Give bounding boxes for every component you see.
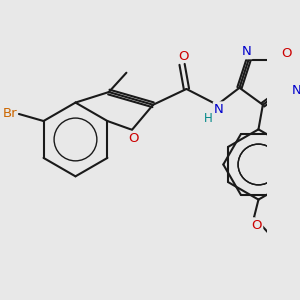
Text: O: O	[251, 219, 262, 232]
Text: O: O	[178, 50, 189, 63]
Text: O: O	[281, 47, 291, 60]
Text: N: N	[242, 45, 251, 58]
Text: N: N	[292, 84, 300, 97]
Text: Br: Br	[3, 106, 17, 120]
Text: O: O	[128, 132, 139, 145]
Text: N: N	[214, 103, 224, 116]
Text: H: H	[204, 112, 213, 125]
